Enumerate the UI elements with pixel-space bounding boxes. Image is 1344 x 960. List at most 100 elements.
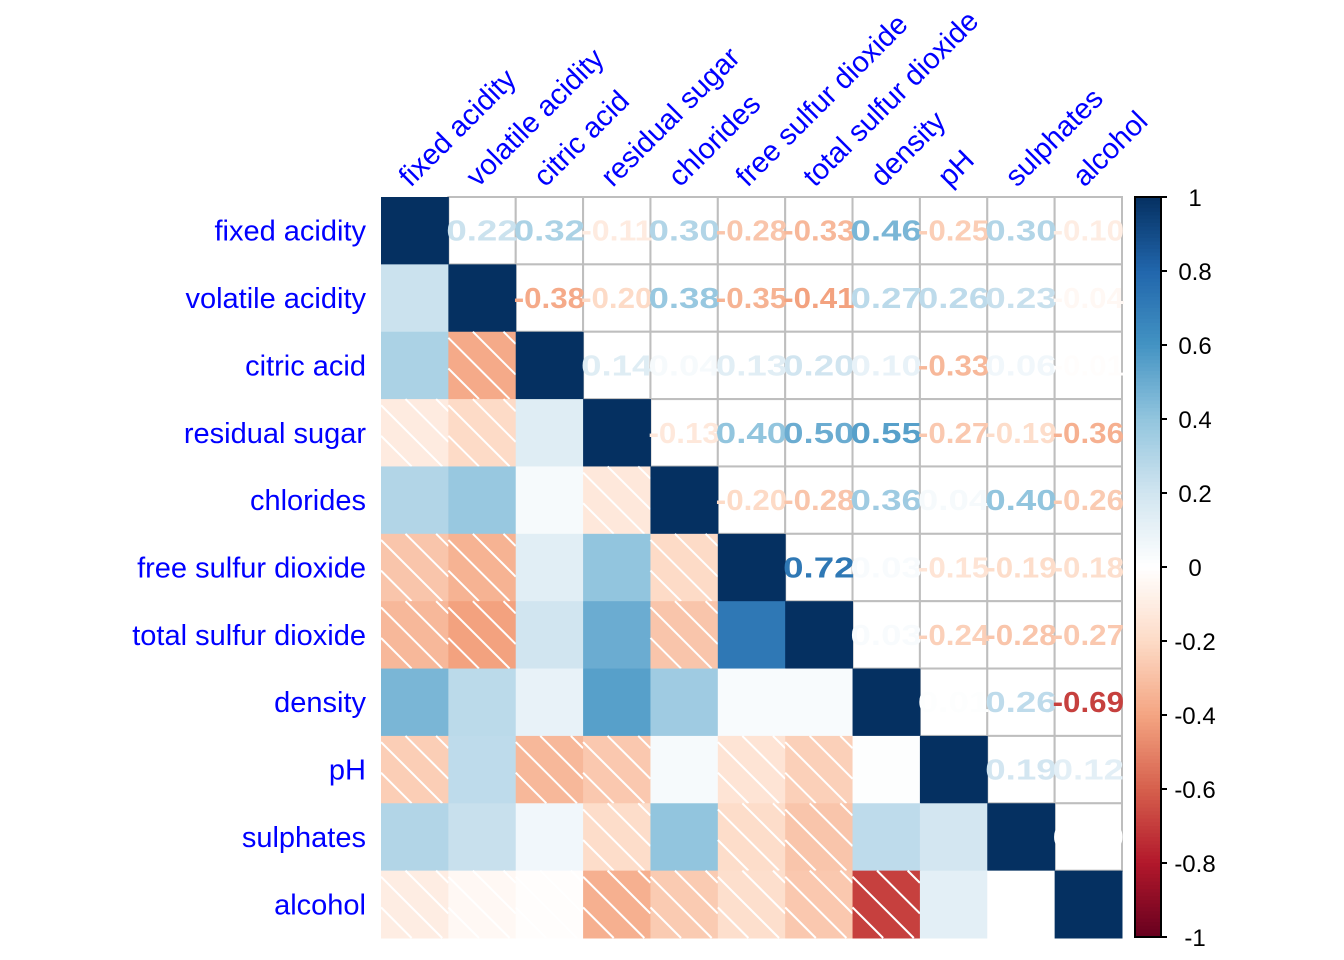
colorbar-segment xyxy=(1135,559,1161,564)
heatmap-cell xyxy=(448,601,517,670)
colorbar-segment xyxy=(1135,692,1161,698)
heatmap-cell xyxy=(785,668,854,737)
row-label: density xyxy=(274,687,366,719)
heatmap-cell xyxy=(381,668,449,737)
heatmap-cell xyxy=(650,735,719,804)
colorbar-segment xyxy=(1135,396,1161,402)
colorbar-segment xyxy=(1135,407,1161,413)
colorbar-segment xyxy=(1135,448,1161,453)
colorbar-segment xyxy=(1135,219,1161,224)
colorbar-segment xyxy=(1135,896,1161,901)
colorbar-tick-label: -0.6 xyxy=(1174,777,1215,804)
heatmap-cell xyxy=(919,735,988,804)
colorbar-segment xyxy=(1135,470,1161,476)
colorbar-segment xyxy=(1135,404,1161,409)
heatmap-cell xyxy=(583,870,651,939)
heatmap-cell xyxy=(515,331,584,400)
colorbar-segment xyxy=(1135,752,1161,757)
correlation-value: 0.10 xyxy=(851,350,922,382)
heatmap-cell xyxy=(448,264,517,333)
heatmap-cell xyxy=(717,870,786,939)
colorbar-segment xyxy=(1135,326,1161,331)
colorbar-tick-label: 0.4 xyxy=(1178,407,1211,434)
colorbar-segment xyxy=(1135,337,1161,342)
colorbar-segment xyxy=(1135,663,1161,668)
correlation-value: -0.38 xyxy=(514,283,585,315)
colorbar-segment xyxy=(1135,755,1161,760)
colorbar-segment xyxy=(1135,248,1161,254)
colorbar-segment xyxy=(1135,359,1161,365)
colorbar-segment xyxy=(1135,604,1161,609)
colorbar-segment xyxy=(1135,829,1161,834)
colorbar-segment xyxy=(1135,463,1161,468)
hatch-shade xyxy=(784,802,854,872)
colorbar-segment xyxy=(1135,459,1161,464)
colorbar-segment xyxy=(1135,200,1161,205)
colorbar-segment xyxy=(1135,729,1161,735)
grid-cell xyxy=(1053,734,1123,805)
correlation-value: 0.00 xyxy=(1053,822,1124,854)
colorbar-segment xyxy=(1135,833,1161,838)
hatch-shade xyxy=(582,735,652,804)
heatmap-cell xyxy=(650,870,719,939)
colorbar-segment xyxy=(1135,437,1161,442)
heatmap-cell xyxy=(785,870,854,939)
colorbar-segment xyxy=(1135,263,1161,268)
colorbar-segment xyxy=(1135,530,1161,535)
correlation-value: -0.26 xyxy=(1053,485,1124,517)
colorbar-segment xyxy=(1135,293,1161,298)
colorbar-segment xyxy=(1135,851,1161,857)
grid-cell xyxy=(716,330,787,401)
colorbar-segment xyxy=(1135,259,1161,265)
grid-cell xyxy=(1053,532,1123,603)
correlation-value: 0.32 xyxy=(514,216,585,248)
correlation-value: -0.19 xyxy=(985,553,1056,585)
colorbar-segment xyxy=(1135,581,1161,587)
colorbar-segment xyxy=(1135,252,1161,257)
colorbar-segment xyxy=(1135,485,1161,490)
correlation-value: -0.15 xyxy=(918,553,989,585)
heatmap-cell xyxy=(919,803,988,872)
grid-cell xyxy=(1053,600,1123,670)
colorbar-segment xyxy=(1135,600,1161,605)
row-label: total sulfur dioxide xyxy=(132,620,366,652)
colorbar-segment xyxy=(1135,781,1161,786)
heatmap-cell xyxy=(583,399,651,467)
heatmap-cell xyxy=(448,668,517,737)
colorbar-segment xyxy=(1135,796,1161,801)
colorbar-segment xyxy=(1135,622,1161,627)
colorbar-segment xyxy=(1135,285,1161,291)
colorbar-segment xyxy=(1135,666,1161,672)
colorbar-tick-label: -1 xyxy=(1184,925,1205,952)
heatmap-cell xyxy=(650,803,719,872)
colorbar-segment xyxy=(1135,740,1161,746)
colorbar-segment xyxy=(1135,544,1161,550)
heatmap-cell xyxy=(717,735,786,804)
heatmap-cell xyxy=(583,735,651,804)
grid-cell xyxy=(851,532,921,603)
grid-cell xyxy=(1053,196,1123,266)
colorbar-segment xyxy=(1135,234,1161,239)
heatmap-cells: 0.220.32-0.110.30-0.28-0.330.46-0.250.30… xyxy=(380,196,1124,939)
heatmap-cell xyxy=(785,803,854,872)
hatch-shade xyxy=(717,869,786,939)
colorbar-segment xyxy=(1135,322,1161,328)
colorbar-segment xyxy=(1135,496,1161,501)
heatmap-cell xyxy=(448,466,517,535)
row-label: residual sugar xyxy=(184,418,366,450)
colorbar-segment xyxy=(1135,789,1161,794)
correlation-value: 0.04 xyxy=(648,350,719,382)
colorbar-segment xyxy=(1135,911,1161,916)
heatmap-cell xyxy=(515,399,584,467)
colorbar-segment xyxy=(1135,345,1161,350)
colorbar-segment xyxy=(1135,726,1161,731)
colorbar-segment xyxy=(1135,374,1161,379)
row-label: free sulfur dioxide xyxy=(137,553,366,585)
heatmap-cell xyxy=(650,601,719,670)
heatmap-cell xyxy=(381,331,449,400)
correlation-value: 0.27 xyxy=(851,283,922,315)
colorbar-segment xyxy=(1135,800,1161,805)
heatmap-cell xyxy=(650,533,719,602)
correlation-value: -0.10 xyxy=(1053,216,1124,248)
colorbar-segment xyxy=(1135,881,1161,886)
